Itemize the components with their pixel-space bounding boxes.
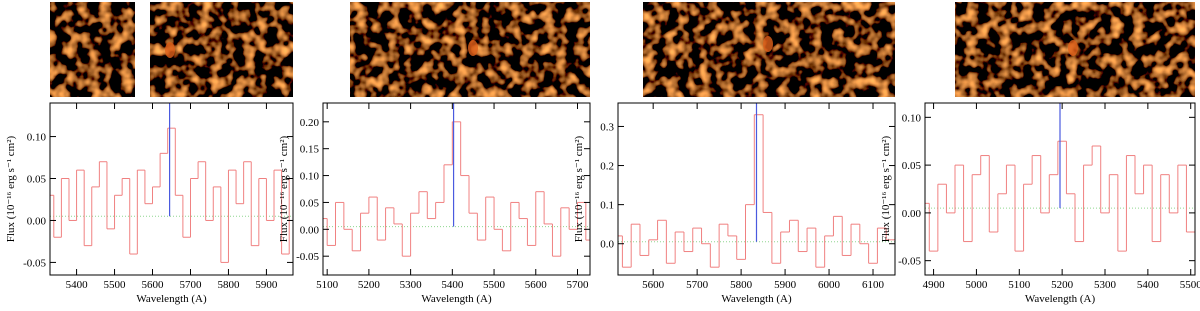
y-tick-label: 0.00 [27,215,47,227]
y-tick-label: 0.15 [300,144,320,156]
plot-area [323,103,590,257]
y-axis-label: Flux (10⁻¹⁶ erg s⁻¹ cm²) [5,135,17,242]
y-axis-label: Flux (10⁻¹⁶ erg s⁻¹ cm²) [573,135,585,242]
x-tick-label: 5300 [1094,279,1117,291]
emission-blob [1068,40,1078,56]
x-tick-label: 5700 [179,279,202,291]
x-axis-label: Wavelength (A) [136,293,207,305]
x-tick-label: 4900 [923,279,946,291]
y-tick-label: 0.10 [902,112,922,124]
x-tick-label: 5600 [642,279,665,291]
emission-blob [468,40,478,56]
y-tick-label: 0.10 [27,132,47,144]
plot-frame [49,102,294,276]
y-tick-label: 0.2 [600,161,614,173]
spectrum-image-noise [50,2,135,97]
x-tick-label: 5000 [965,279,988,291]
x-tick-label: 5400 [441,279,464,291]
x-tick-label: 5900 [774,279,797,291]
y-tick-label: 0.20 [300,117,320,129]
y-tick-label: 0.05 [902,160,922,172]
x-tick-label: 5200 [1051,279,1074,291]
x-tick-label: 5500 [1180,279,1200,291]
x-tick-label: 5300 [400,279,423,291]
x-tick-label: 6100 [862,279,885,291]
x-axis-label: Wavelength (A) [421,293,492,305]
emission-blob [763,36,773,52]
y-tick-label: 0.05 [300,197,320,209]
y-tick-label: 0.00 [300,224,320,236]
plot-frame [322,102,591,276]
x-tick-label: 5800 [730,279,753,291]
x-tick-label: 5700 [686,279,709,291]
plot-area [925,103,1195,252]
x-tick-label: 5500 [483,279,506,291]
x-tick-label: 5600 [525,279,548,291]
x-axis-label: Wavelength (A) [721,293,792,305]
y-tick-label: 0.05 [27,174,47,186]
x-tick-label: 5100 [316,279,339,291]
y-axis-label: Flux (10⁻¹⁶ erg s⁻¹ cm²) [278,135,290,242]
plot-area [50,103,293,263]
plot-frame [924,102,1196,276]
y-tick-label: -0.05 [23,257,46,269]
y-tick-label: -0.05 [898,256,921,268]
x-tick-label: 6000 [818,279,841,291]
y-tick-label: 0.3 [600,121,614,133]
y-tick-label: 0.00 [902,208,922,220]
x-tick-label: 5700 [566,279,589,291]
x-axis-label: Wavelength (A) [1025,293,1096,305]
y-tick-label: 0.10 [300,171,320,183]
plot-area [618,103,895,268]
y-tick-label: 0.0 [600,239,614,251]
emission-blob [165,42,175,58]
x-tick-label: 5400 [1137,279,1160,291]
x-tick-label: 5800 [217,279,240,291]
plot-frame [617,102,896,276]
x-tick-label: 5400 [66,279,89,291]
x-tick-label: 5200 [358,279,381,291]
x-tick-label: 5100 [1008,279,1031,291]
x-tick-label: 5500 [104,279,127,291]
x-tick-label: 5600 [142,279,165,291]
x-tick-label: 5900 [255,279,278,291]
y-tick-label: -0.05 [296,251,319,263]
y-tick-label: 0.1 [600,200,614,212]
y-axis-label: Flux (10⁻¹⁶ erg s⁻¹ cm²) [880,135,892,242]
